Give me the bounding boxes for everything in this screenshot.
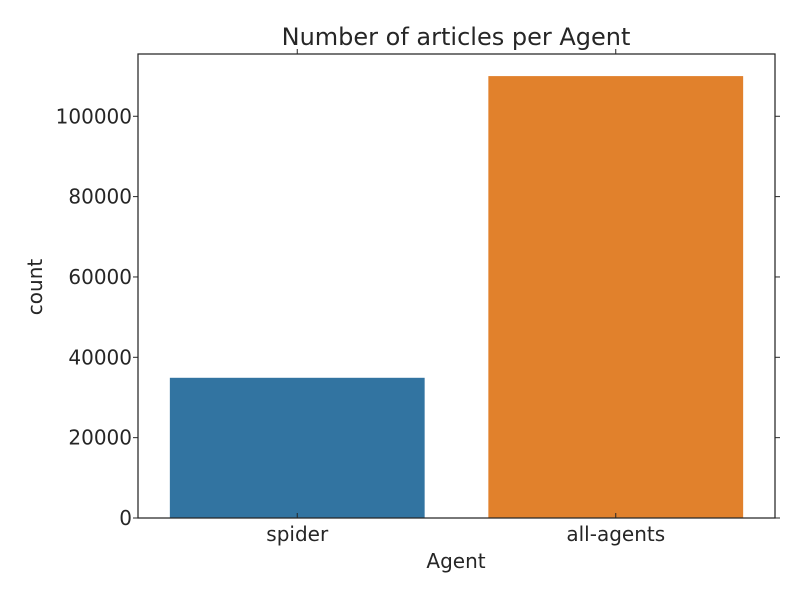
y-tick-label: 0 xyxy=(119,506,132,530)
bar-all-agents xyxy=(488,76,744,518)
y-tick-label: 40000 xyxy=(68,345,132,369)
y-tick-label: 20000 xyxy=(68,426,132,450)
x-axis-ticks: spider all-agents xyxy=(266,49,665,546)
y-axis-label: count xyxy=(23,259,47,316)
x-axis-label: Agent xyxy=(426,549,485,573)
y-tick-label: 60000 xyxy=(68,265,132,289)
x-tick-label: all-agents xyxy=(566,522,665,546)
y-tick-label: 100000 xyxy=(56,104,132,128)
plot-frame xyxy=(137,53,776,519)
bar-spider xyxy=(169,377,425,518)
y-axis-ticks: 0 20000 40000 60000 80000 100000 xyxy=(56,104,780,530)
x-tick-label: spider xyxy=(266,522,329,546)
y-tick-label: 80000 xyxy=(68,185,132,209)
chart-title: Number of articles per Agent xyxy=(282,23,631,51)
bars-group xyxy=(169,76,744,518)
